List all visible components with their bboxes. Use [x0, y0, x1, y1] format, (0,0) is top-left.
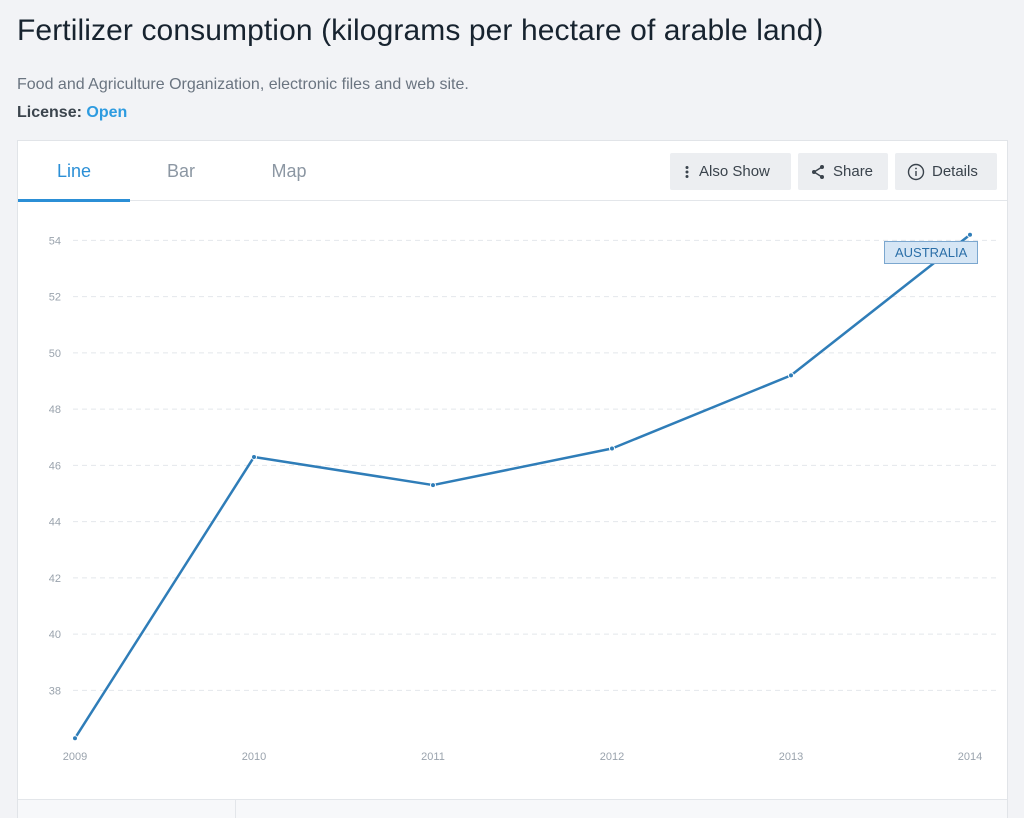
x-tick-label: 2010 — [242, 751, 266, 763]
more-vertical-icon — [682, 165, 692, 179]
y-tick-label: 38 — [49, 685, 61, 697]
info-icon — [907, 163, 925, 181]
license-value-link[interactable]: Open — [86, 104, 128, 121]
source-text: Food and Agriculture Organization, elect… — [17, 76, 469, 93]
y-tick-label: 50 — [49, 348, 61, 360]
details-label: Details — [932, 163, 978, 180]
y-tick-label: 40 — [49, 629, 61, 641]
x-tick-label: 2009 — [63, 751, 87, 763]
data-point[interactable] — [251, 453, 257, 460]
data-point[interactable] — [609, 445, 615, 452]
y-tick-label: 44 — [49, 517, 61, 529]
chart-card: Line Bar Map Also Show Share Details 38 4… — [17, 140, 1008, 818]
also-show-button[interactable]: Also Show — [670, 153, 791, 190]
bottom-panel — [18, 799, 1007, 818]
share-button[interactable]: Share — [798, 153, 888, 190]
tab-bar[interactable]: Bar — [166, 160, 195, 181]
y-tick-label: 48 — [49, 404, 61, 416]
data-point[interactable] — [430, 482, 436, 489]
x-tick-label: 2011 — [421, 751, 445, 763]
bottom-panel-divider — [235, 800, 236, 818]
share-label: Share — [833, 163, 874, 180]
tab-line[interactable]: Line — [18, 141, 130, 202]
line-chart: 38 40 42 44 46 48 50 52 54 2009 2010 2011 2012 2013 20… — [49, 231, 998, 763]
y-tick-label: 54 — [49, 235, 61, 247]
y-tick-label: 46 — [49, 460, 61, 472]
y-tick-label: 52 — [49, 292, 61, 304]
x-tick-label: 2013 — [779, 751, 803, 763]
share-icon — [810, 164, 826, 180]
series-label-australia: AUSTRALIA — [884, 240, 979, 264]
data-point[interactable] — [72, 735, 78, 742]
chart-tabbar: Line Bar Map Also Show Share Details — [18, 141, 1007, 202]
license-label: License: — [17, 104, 82, 121]
also-show-label: Also Show — [699, 163, 770, 180]
page-title: Fertilizer consumption (kilograms per he… — [17, 14, 824, 47]
y-tick-label: 42 — [49, 573, 61, 585]
data-point[interactable] — [788, 372, 794, 379]
data-point[interactable] — [967, 231, 973, 238]
x-tick-label: 2012 — [600, 751, 624, 763]
details-button[interactable]: Details — [895, 153, 997, 190]
license-line: License: Open — [17, 104, 127, 122]
tab-map[interactable]: Map — [271, 160, 307, 181]
x-tick-label: 2014 — [958, 751, 982, 763]
series-line — [73, 233, 971, 739]
